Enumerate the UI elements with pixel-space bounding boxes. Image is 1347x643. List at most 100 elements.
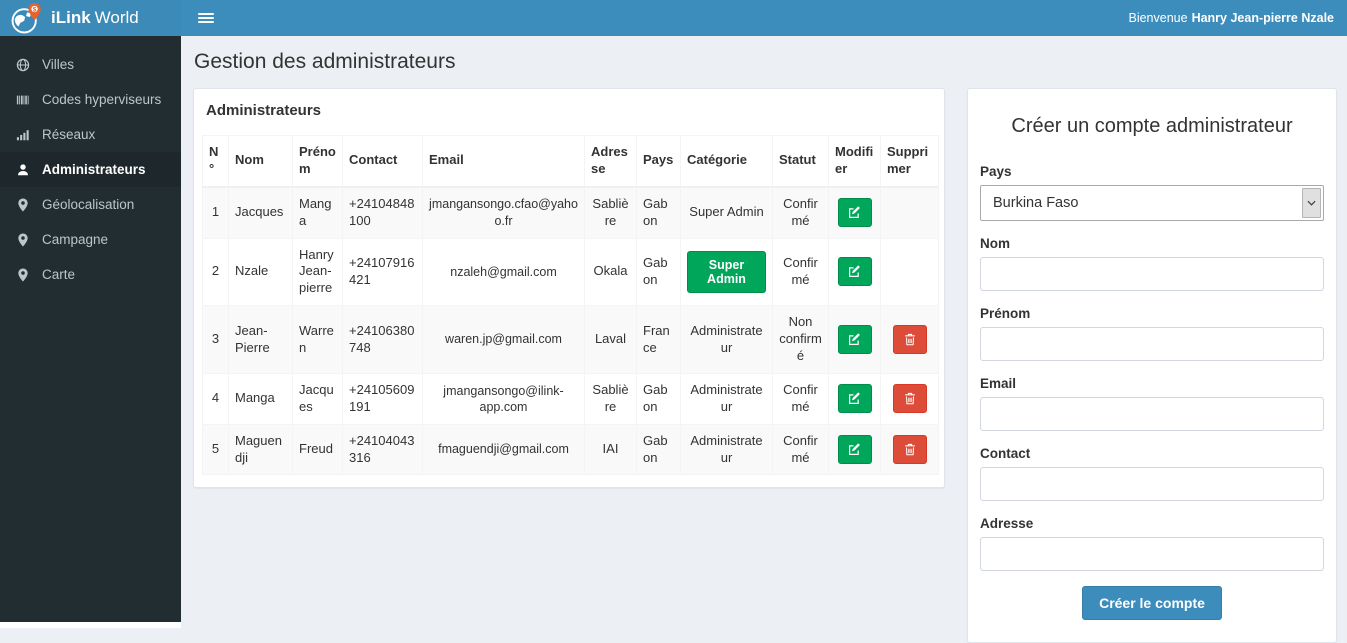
create-admin-panel: Créer un compte administrateur Pays Burk… <box>967 88 1337 643</box>
create-account-button[interactable]: Créer le compte <box>1082 586 1222 620</box>
cell-pays: Gabon <box>636 237 681 307</box>
map-marker-icon <box>15 267 31 282</box>
edit-button[interactable] <box>837 384 872 414</box>
cell-contact: +24104043316 <box>342 423 423 476</box>
brand-logo: $ iLink World <box>0 0 181 36</box>
email-label: Email <box>980 376 1017 391</box>
cell-pays: France <box>636 305 681 374</box>
form-title: Créer un compte administrateur <box>1011 115 1293 137</box>
cell-statut: Confirmé <box>772 372 829 425</box>
welcome-prefix: Bienvenue <box>1128 11 1188 25</box>
sidebar-item-label: Réseaux <box>42 127 96 142</box>
cell-pays: Gabon <box>636 372 681 425</box>
pays-selected-value: Burkina Faso <box>993 195 1079 211</box>
col-header-email: Email <box>422 134 585 188</box>
cell-email: jmangansongo@ilink-app.com <box>422 372 585 425</box>
sidebar-item-administrateurs[interactable]: Administrateurs <box>0 152 181 187</box>
cell-statut: Non confirmé <box>772 305 829 374</box>
nom-label: Nom <box>980 236 1010 251</box>
sidebar-item-label: Géolocalisation <box>42 197 135 212</box>
sidebar-item-carte[interactable]: Carte <box>0 257 181 292</box>
trash-icon <box>904 333 915 346</box>
trash-icon <box>904 393 915 405</box>
cell-statut: Confirmé <box>772 423 829 476</box>
sidebar-nav: Villes Codes hyperviseurs Réseaux Admini… <box>0 36 181 622</box>
cell-num: 2 <box>202 237 229 307</box>
sidebar-item-label: Administrateurs <box>42 162 146 177</box>
cell-prenom: Freud <box>292 423 343 476</box>
table-header-row: N° Nom Prénom Contact Email Adresse Pays… <box>202 134 939 188</box>
cell-email: waren.jp@gmail.com <box>422 305 585 374</box>
prenom-field[interactable] <box>980 327 1324 361</box>
sidebar-toggle-hamburger-icon[interactable] <box>192 5 220 31</box>
edit-button[interactable] <box>837 257 872 287</box>
contact-field[interactable] <box>980 467 1324 501</box>
col-header-modifier: Modifier <box>828 134 881 188</box>
top-navbar: $ iLink World Bienvenue Hanry Jean-pierre … <box>0 0 1347 36</box>
prenom-label: Prénom <box>980 306 1031 321</box>
delete-button[interactable] <box>892 435 927 465</box>
edit-button[interactable] <box>837 435 872 465</box>
cell-pays: Gabon <box>636 186 681 239</box>
navbar-right-area: Bienvenue Hanry Jean-pierre Nzale <box>181 0 1347 36</box>
cell-categorie: Administrateur <box>680 372 773 425</box>
cell-categorie: Administrateur <box>680 423 773 476</box>
cell-statut: Confirmé <box>772 237 829 307</box>
adresse-field[interactable] <box>980 537 1324 571</box>
edit-pencil-icon <box>849 265 861 278</box>
col-header-prenom: Prénom <box>292 134 343 188</box>
table-row: 2 Nzale Hanry Jean-pierre +24107916421 n… <box>202 237 939 307</box>
email-field[interactable] <box>980 397 1324 431</box>
cell-adresse: Sablière <box>584 372 637 425</box>
welcome-text: Bienvenue Hanry Jean-pierre Nzale <box>1128 11 1347 25</box>
col-header-supprimer: Supprimer <box>880 134 939 188</box>
edit-button[interactable] <box>837 325 872 355</box>
sidebar-item-geolocalisation[interactable]: Géolocalisation <box>0 187 181 222</box>
cell-categorie: Super Admin <box>680 186 773 239</box>
cell-adresse: Laval <box>584 305 637 374</box>
cell-adresse: Okala <box>584 237 637 307</box>
cell-categorie: Administrateur <box>680 305 773 374</box>
delete-button[interactable] <box>892 384 927 414</box>
administrators-panel: Administrateurs N° Nom Prénom Contact <box>193 88 945 489</box>
super-admin-badge-button[interactable]: Super Admin <box>687 250 766 293</box>
map-marker-icon <box>15 232 31 247</box>
cell-num: 4 <box>202 372 229 425</box>
cell-prenom: Hanry Jean-pierre <box>292 237 343 307</box>
cell-email: jmangansongo.cfao@yahoo.fr <box>422 186 585 239</box>
cell-contact: +24106380748 <box>342 305 423 374</box>
edit-button[interactable] <box>837 198 872 228</box>
cell-prenom: Warren <box>292 305 343 374</box>
welcome-user-name: Hanry Jean-pierre Nzale <box>1191 11 1334 25</box>
pays-select[interactable]: Burkina Faso <box>980 185 1324 221</box>
contact-label: Contact <box>980 446 1031 461</box>
cell-contact: +24105609191 <box>342 372 423 425</box>
delete-button[interactable] <box>892 325 927 355</box>
cell-supprimer-empty <box>880 186 939 239</box>
sidebar-bottom-strip <box>0 622 181 628</box>
page-title: Gestion des administrateurs <box>194 50 456 73</box>
administrators-panel-title: Administrateurs <box>206 102 322 119</box>
sidebar-item-villes[interactable]: Villes <box>0 47 181 82</box>
cell-email: nzaleh@gmail.com <box>422 237 585 307</box>
cell-pays: Gabon <box>636 423 681 476</box>
cell-nom: Manga <box>228 372 293 425</box>
chevron-down-icon <box>1302 188 1321 218</box>
col-header-adresse: Adresse <box>584 134 637 188</box>
nom-field[interactable] <box>980 257 1324 291</box>
edit-pencil-icon <box>849 392 861 405</box>
sidebar-item-reseaux[interactable]: Réseaux <box>0 117 181 152</box>
barcode-icon <box>15 93 31 107</box>
sidebar-item-campagne[interactable]: Campagne <box>0 222 181 257</box>
cell-supprimer-empty <box>880 237 939 307</box>
sidebar-item-codes-hyperviseurs[interactable]: Codes hyperviseurs <box>0 82 181 117</box>
cell-nom: Maguendji <box>228 423 293 476</box>
cell-num: 1 <box>202 186 229 239</box>
col-header-categorie: Catégorie <box>680 134 773 188</box>
table-row: 4 Manga Jacques +24105609191 jmangansong… <box>202 372 939 425</box>
cell-prenom: Jacques <box>292 372 343 425</box>
adresse-label: Adresse <box>980 516 1034 531</box>
administrators-table: N° Nom Prénom Contact Email Adresse Pays… <box>202 134 939 476</box>
user-icon <box>15 163 31 177</box>
